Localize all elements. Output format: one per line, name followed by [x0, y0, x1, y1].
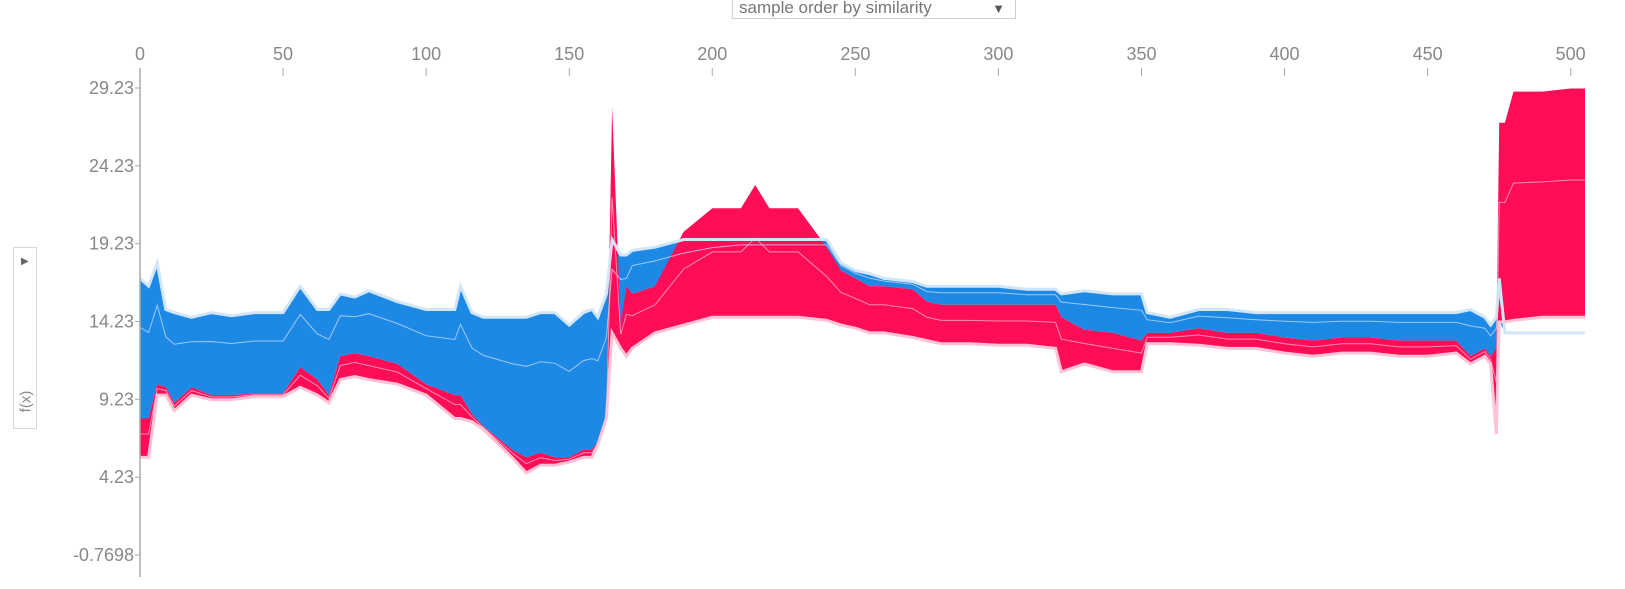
x-tick-label: 400: [1270, 44, 1300, 64]
negative-effect-area: [140, 239, 1585, 458]
triangle-right-icon: ▶: [21, 256, 29, 267]
negative-area-edge: [138, 234, 1585, 335]
y-tick-label: 14.23: [89, 312, 134, 332]
area-layer: [138, 88, 1585, 475]
x-tick-label: 150: [554, 44, 584, 64]
x-tick-label: 450: [1413, 44, 1443, 64]
x-tick-label: 100: [411, 44, 441, 64]
x-tick-label: 500: [1556, 44, 1586, 64]
axes-layer: 0 50 100 150 200 250 300 350 400 450 500 29.23 24.23…: [73, 44, 1586, 577]
y-tick-label: 24.23: [89, 156, 134, 176]
y-tick-label: 19.23: [89, 234, 134, 254]
sample-order-select[interactable]: sample order by similarity ▼: [732, 0, 1016, 19]
sample-order-select-value: sample order by similarity: [739, 0, 932, 17]
positive-inner-contour: [140, 179, 1585, 465]
y-tick-label: -0.7698: [73, 545, 134, 565]
x-tick-label: 200: [697, 44, 727, 64]
positive-area-edge: [140, 315, 1585, 475]
y-tick-label: 4.23: [99, 467, 134, 487]
x-tick-label: 300: [983, 44, 1013, 64]
y-tick-label: 9.23: [99, 389, 134, 409]
y-tick-label: 29.23: [89, 78, 134, 98]
x-tick-label: 250: [840, 44, 870, 64]
ylabel-select[interactable]: ▶ f(x): [13, 247, 37, 429]
x-tick-label: 50: [273, 44, 293, 64]
x-tick-label: 0: [135, 44, 145, 64]
x-tick-label: 350: [1126, 44, 1156, 64]
triangle-down-icon: ▼: [992, 1, 1005, 16]
